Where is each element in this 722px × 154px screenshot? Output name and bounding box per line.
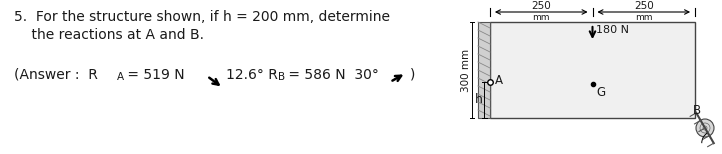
Text: 250: 250 (531, 1, 551, 11)
Text: ): ) (410, 68, 415, 82)
Text: = 586 N  30°: = 586 N 30° (284, 68, 379, 82)
Text: A: A (117, 72, 124, 82)
Text: G: G (596, 86, 606, 99)
Bar (490, 22, 695, 118)
Text: = 519 N: = 519 N (123, 68, 185, 82)
Bar (478, 22, 490, 118)
Text: 12.6° R: 12.6° R (226, 68, 278, 82)
Text: B: B (693, 104, 701, 117)
Text: 180 N: 180 N (596, 25, 628, 35)
Text: 250: 250 (634, 1, 653, 11)
Text: A: A (495, 74, 503, 87)
Text: the reactions at A and B.: the reactions at A and B. (14, 28, 204, 42)
Text: 5.  For the structure shown, if h = 200 mm, determine: 5. For the structure shown, if h = 200 m… (14, 10, 390, 24)
Text: h: h (475, 93, 483, 106)
Text: mm: mm (533, 13, 550, 22)
Text: mm: mm (635, 13, 653, 22)
Text: 300 mm: 300 mm (461, 49, 471, 92)
Text: B: B (278, 72, 285, 82)
Text: (Answer :  R: (Answer : R (14, 68, 98, 82)
Circle shape (696, 119, 714, 137)
